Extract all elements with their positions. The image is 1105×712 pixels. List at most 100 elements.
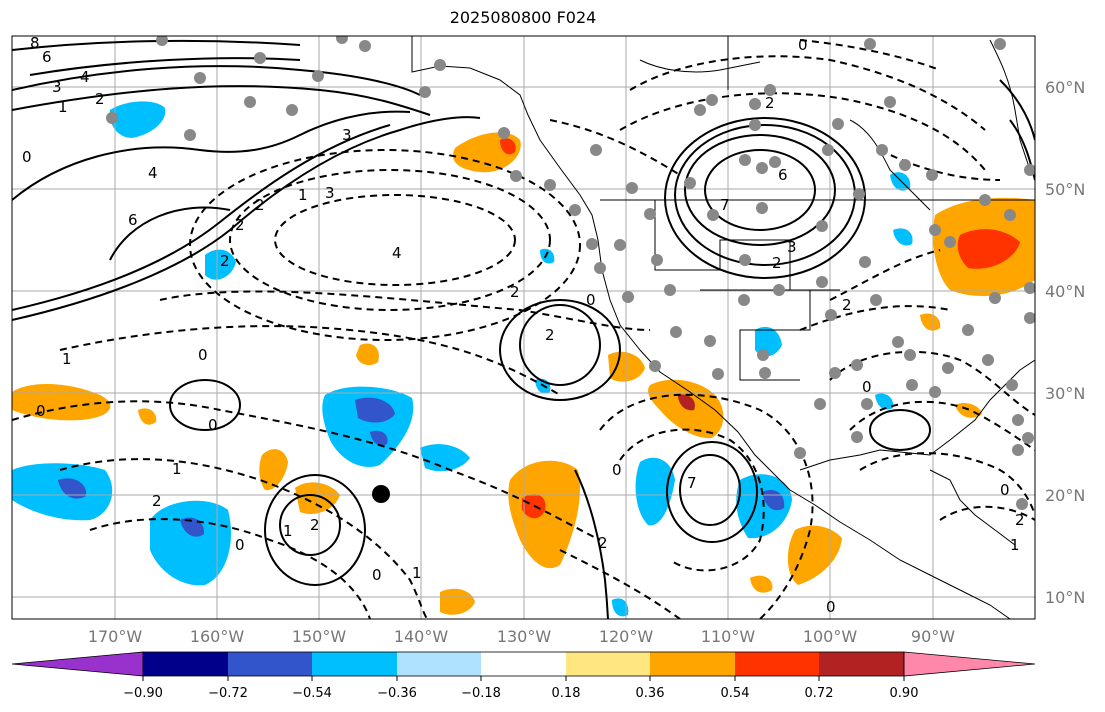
- shade-negative: [755, 326, 782, 357]
- lon-label: 110°W: [701, 627, 756, 646]
- colorbar-segment: [397, 652, 481, 676]
- lat-label: 10°N: [1045, 588, 1085, 607]
- colorbar-segment: [312, 652, 397, 676]
- shade-negative: [875, 393, 894, 410]
- colorbar-segment: [143, 652, 228, 676]
- colorbar-segment: [481, 652, 566, 676]
- lon-label: 120°W: [599, 627, 654, 646]
- contour-label: 0: [22, 148, 32, 166]
- latitude-labels: 60°N 50°N 40°N 30°N 20°N 10°N: [1045, 78, 1085, 607]
- contour-label: 3: [342, 126, 352, 144]
- colorbar-segment: [228, 652, 312, 676]
- contour-label: 2: [765, 94, 775, 112]
- contour-label: 4: [148, 164, 158, 182]
- lon-label: 100°W: [803, 627, 858, 646]
- shade-positive: [787, 525, 842, 585]
- colorbar-segment: [903, 651, 1036, 677]
- shade-positive: [508, 460, 580, 569]
- lon-label: 170°W: [88, 627, 143, 646]
- shade-positive: [440, 588, 475, 615]
- shade-positive: [920, 313, 941, 331]
- shade-positive-core: [678, 394, 695, 411]
- contour-label: 0: [1000, 481, 1010, 499]
- colorbar-tick-label: 0.72: [805, 686, 834, 701]
- contour-label: 0: [798, 36, 808, 54]
- shade-negative-core: [370, 430, 388, 446]
- colorbar-tick-label: −0.36: [377, 686, 417, 701]
- shade-negative: [540, 248, 555, 264]
- contour-label: 1: [62, 350, 72, 368]
- shade-positive: [259, 449, 288, 491]
- contour-label: 1: [172, 460, 182, 478]
- lat-label: 60°N: [1045, 78, 1085, 97]
- contour-label: 8: [30, 34, 40, 52]
- colorbar-tick-label: −0.54: [292, 686, 332, 701]
- contour-labels: 8 6 3 4 2 1 0 4 6 3 2 1 3 2 2 4 2 0 6 7 …: [22, 34, 1025, 616]
- contour-label: 1: [58, 98, 68, 116]
- lon-label: 130°W: [497, 627, 552, 646]
- contour-label: 2: [310, 516, 320, 534]
- map-layers: 8 6 3 4 2 1 0 4 6 3 2 1 3 2 2 4 2 0 6 7 …: [12, 34, 1035, 619]
- dashed-contours: [12, 39, 1035, 619]
- contour-label: 2: [152, 492, 162, 510]
- colorbar-segment: [819, 652, 904, 676]
- contour-label: 6: [128, 211, 138, 229]
- shade-negative: [893, 228, 913, 246]
- lon-label: 90°W: [911, 627, 955, 646]
- contour-label: 4: [392, 244, 402, 262]
- contour-label: 3: [787, 238, 797, 256]
- colorbar-tick-label: −0.18: [461, 686, 501, 701]
- contour-label: 2: [95, 90, 105, 108]
- contour-label: 0: [586, 291, 596, 309]
- lon-label: 140°W: [394, 627, 449, 646]
- contour-label: 0: [372, 566, 382, 584]
- shade-positive: [356, 343, 379, 366]
- contour-label: 0: [208, 416, 218, 434]
- shade-positive: [138, 408, 157, 425]
- lat-label: 40°N: [1045, 282, 1085, 301]
- contour-label: 2: [545, 326, 555, 344]
- contour-label: 7: [687, 474, 697, 492]
- shade-negative: [150, 500, 232, 586]
- contour-label: 2: [235, 216, 245, 234]
- contour-label: 0: [862, 378, 872, 396]
- shade-positive-core: [522, 494, 546, 519]
- shade-positive: [750, 575, 773, 593]
- shade-negative: [420, 444, 470, 472]
- contour-label: 0: [198, 346, 208, 364]
- shade-positive: [648, 379, 724, 439]
- map-title: 2025080800 F024: [449, 8, 597, 27]
- shade-negative: [890, 172, 911, 191]
- lat-label: 50°N: [1045, 180, 1085, 199]
- contour-label: 6: [42, 48, 52, 66]
- contour-label: 1: [1010, 536, 1020, 554]
- contour-label: 3: [52, 78, 62, 96]
- contour-label: 0: [612, 461, 622, 479]
- shade-negative: [12, 463, 113, 521]
- lon-label: 150°W: [292, 627, 347, 646]
- map-frame: [11, 35, 1036, 620]
- shade-negative: [612, 598, 629, 617]
- shade-negative: [205, 249, 236, 280]
- shade-negative-core: [355, 397, 395, 423]
- contour-label: 1: [283, 522, 293, 540]
- contour-label: 2: [255, 196, 265, 214]
- shade-positive-core: [500, 138, 516, 155]
- shade-negative: [109, 101, 166, 138]
- shade-negative: [635, 457, 675, 526]
- contour-label: 3: [325, 184, 335, 202]
- shade-positive-core: [957, 229, 1020, 269]
- lat-label: 30°N: [1045, 384, 1085, 403]
- shade-negative-core: [58, 478, 87, 499]
- contour-label: 2: [220, 252, 230, 270]
- contour-label: 0: [235, 536, 245, 554]
- contour-label: 0: [36, 402, 46, 420]
- contour-label: 2: [1015, 511, 1025, 529]
- colorbar-tick-label: 0.90: [890, 686, 919, 701]
- lon-label: 160°W: [190, 627, 245, 646]
- contour-label: 2: [842, 296, 852, 314]
- contour-label: 4: [80, 68, 90, 86]
- contour-label: 2: [772, 254, 782, 272]
- colorbar-segment: [735, 652, 819, 676]
